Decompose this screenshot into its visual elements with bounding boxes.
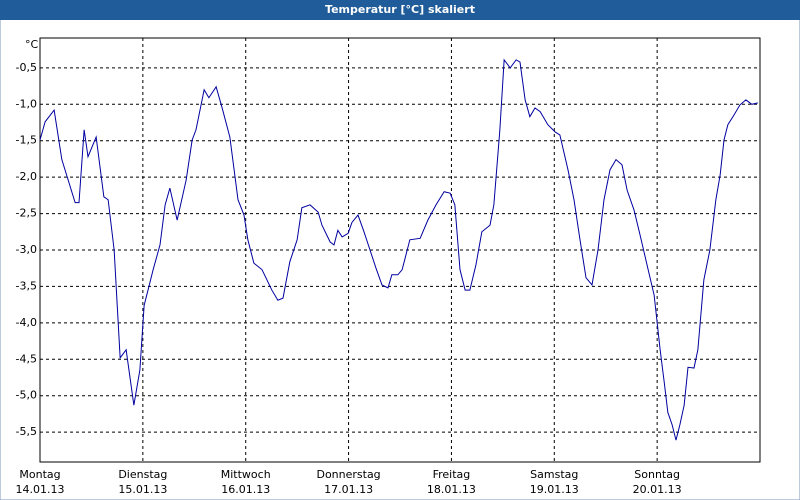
x-tick-label: Samstag <box>530 468 578 481</box>
y-tick-label: -2,5 <box>16 207 37 220</box>
x-tick-label: Donnerstag <box>316 468 380 481</box>
x-tick-label: Mittwoch <box>221 468 271 481</box>
y-tick-label: -3,0 <box>16 243 37 256</box>
x-tick-date: 18.01.13 <box>427 483 476 496</box>
y-tick-label: -3,5 <box>16 279 37 292</box>
y-tick-label: -1,0 <box>16 97 37 110</box>
x-tick-date: 19.01.13 <box>530 483 579 496</box>
y-tick-label: -4,0 <box>16 316 37 329</box>
y-tick-label: -5,0 <box>16 389 37 402</box>
x-tick-label: Dienstag <box>118 468 167 481</box>
line <box>39 58 758 441</box>
x-tick-date: 14.01.13 <box>16 483 65 496</box>
x-tick-label: Sonntag <box>634 468 680 481</box>
x-tick-date: 16.01.13 <box>221 483 270 496</box>
x-tick-date: 17.01.13 <box>324 483 373 496</box>
y-tick-label: -2,0 <box>16 170 37 183</box>
y-axis-label: °C <box>25 38 39 51</box>
chart-title: Temperatur [°C] skaliert <box>325 3 475 16</box>
y-tick-label: -4,5 <box>16 352 37 365</box>
title-bar <box>0 0 800 20</box>
x-tick-label: Montag <box>19 468 60 481</box>
y-tick-label: -1,5 <box>16 134 37 147</box>
x-tick-date: 20.01.13 <box>633 483 682 496</box>
y-tick-label: -5,5 <box>16 425 37 438</box>
x-tick-date: 15.01.13 <box>118 483 167 496</box>
x-tick-label: Freitag <box>433 468 471 481</box>
y-tick-label: -0,5 <box>16 61 37 74</box>
